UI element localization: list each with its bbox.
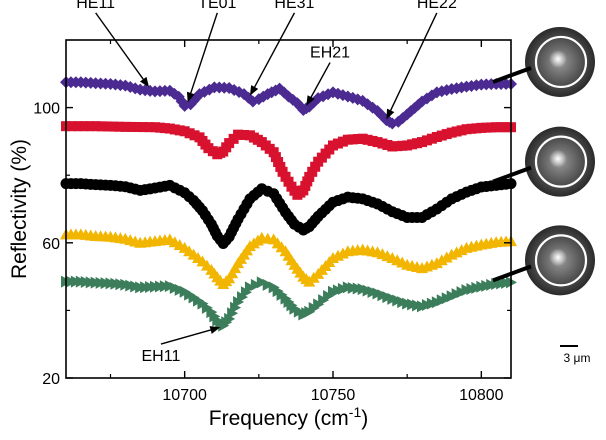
- fill-mark-series-4: [227, 307, 239, 320]
- inset-pointer: [492, 264, 532, 283]
- fill-mark-series-1: [102, 121, 113, 132]
- y-tick-label: 60: [42, 236, 60, 253]
- fill-mark-series-4: [250, 278, 262, 291]
- x-axis-label-main: Frequency (cm: [209, 407, 349, 430]
- fill-mark-series-1: [78, 121, 89, 132]
- annotation-arrowhead: [249, 85, 259, 96]
- x-axis-label-end: ): [361, 407, 368, 430]
- fill-mark-series-1: [96, 121, 107, 132]
- annotation-arrow: [189, 12, 218, 96]
- fill-mark-series-1: [72, 121, 83, 132]
- y-tick-label: 20: [42, 371, 60, 388]
- mode-spot: [549, 149, 567, 168]
- data-marks: [60, 76, 517, 332]
- fill-mark-series-3: [440, 251, 453, 263]
- fill-mark-series-1: [144, 122, 155, 133]
- annotation-arrowhead: [306, 95, 315, 106]
- mode-insets: [492, 26, 595, 296]
- plot-frame: [65, 39, 512, 379]
- annotation-label: EH21: [310, 45, 350, 62]
- annotation-arrowhead: [186, 91, 195, 103]
- point-series-4: [224, 312, 236, 325]
- scalebar-label: 3 μm: [564, 351, 591, 365]
- annotation-arrowhead: [386, 108, 395, 120]
- annotation-arrow: [160, 328, 213, 345]
- fill-mark-series-3: [435, 254, 448, 266]
- fill-mark-series-1: [84, 121, 95, 132]
- fill-mark-series-1: [66, 121, 77, 132]
- axis-ticks: 10700 10750 10800 20 60 100: [33, 40, 511, 404]
- point-series-4: [256, 276, 268, 289]
- annotation-arrow: [253, 12, 296, 90]
- x-axis-label-sup: -1: [349, 404, 362, 420]
- x-tick-label: 10700: [162, 387, 207, 404]
- point-series-1: [90, 121, 101, 132]
- inset-pointer: [492, 66, 532, 84]
- x-axis-label: Frequency (cm-1): [209, 404, 369, 430]
- x-tick-label: 10750: [311, 387, 356, 404]
- annotation-label: HE11: [76, 0, 115, 12]
- annotation-label: HE31: [274, 0, 314, 12]
- fill-mark-series-4: [230, 301, 242, 314]
- annotation-arrow: [389, 12, 438, 113]
- annotation-arrowhead: [209, 326, 221, 334]
- inset-pointer: [492, 165, 532, 184]
- fill-mark-series-1: [307, 166, 318, 177]
- fill-mark-series-4: [262, 278, 274, 291]
- fiber-core-outline: [534, 135, 588, 188]
- annotation-label: EH11: [142, 348, 181, 365]
- y-tick-label: 100: [33, 101, 60, 118]
- annotation-label: TE01: [198, 0, 236, 12]
- annotation-arrow: [95, 12, 145, 82]
- fiber-core-outline: [534, 35, 588, 89]
- fill-mark-series-1: [310, 161, 321, 172]
- point-series-3: [430, 257, 443, 269]
- annotation-arrow: [309, 62, 331, 100]
- fill-mark-series-1: [126, 121, 137, 132]
- point-series-1: [120, 121, 131, 132]
- fill-mark-series-1: [108, 121, 119, 132]
- fill-mark-series-1: [114, 121, 125, 132]
- fiber-core-outline: [534, 234, 588, 287]
- fill-mark-series-1: [132, 122, 143, 133]
- mode-spot: [549, 248, 567, 267]
- y-axis-label: Reflectivity (%): [8, 139, 31, 279]
- x-tick-label: 10800: [459, 387, 504, 404]
- annotations: HE11 TE01 HE31 EH21 HE22 EH11: [76, 0, 457, 365]
- annotation-arrowhead: [139, 76, 150, 88]
- point-series-1: [233, 129, 244, 140]
- point-series-1: [304, 171, 315, 182]
- fill-mark-series-1: [239, 129, 249, 140]
- mode-spot: [549, 49, 567, 68]
- fill-mark-series-1: [138, 122, 149, 133]
- point-series-4: [244, 281, 256, 294]
- annotation-label: HE22: [417, 0, 457, 12]
